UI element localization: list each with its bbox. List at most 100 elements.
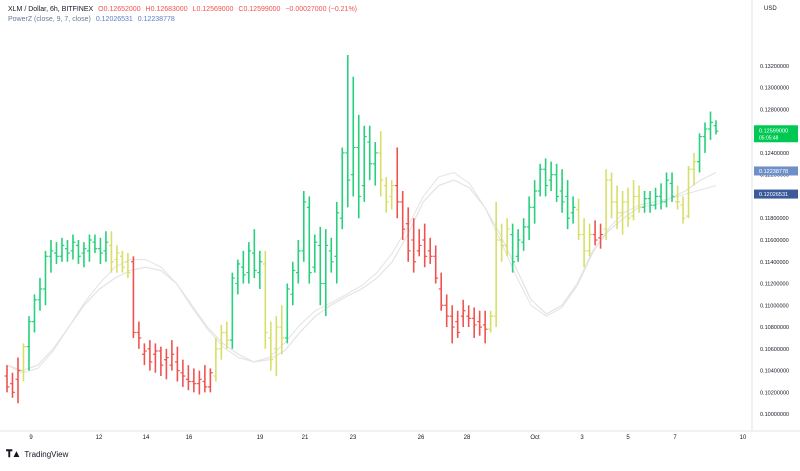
time-tick-label: 26 bbox=[418, 435, 425, 441]
ohlc-bar bbox=[152, 343, 158, 373]
time-tick-label: 12 bbox=[96, 435, 103, 441]
price-tick-label: 0.13000000 bbox=[760, 86, 789, 92]
ohlc-bar bbox=[444, 294, 450, 328]
time-tick-label: 7 bbox=[673, 435, 677, 441]
ohlc-bar bbox=[185, 365, 191, 391]
ohlc-bar bbox=[686, 165, 691, 219]
ohlc-bar bbox=[284, 283, 290, 344]
ohlc-bar bbox=[191, 368, 197, 393]
ohlc-bar bbox=[433, 245, 439, 284]
ohlc-bar bbox=[361, 125, 367, 202]
ohlc-bar bbox=[642, 191, 647, 213]
ohlc-bar bbox=[405, 207, 411, 262]
ohlc-bar bbox=[76, 239, 81, 264]
ohlc-bar bbox=[422, 223, 428, 268]
ohlc-bar bbox=[218, 324, 224, 360]
time-tick-label: 9 bbox=[29, 435, 33, 441]
ohlc-bar bbox=[262, 250, 268, 349]
ma-slow-line bbox=[6, 171, 717, 374]
ohlc-bar bbox=[636, 185, 642, 213]
symbol-name[interactable]: XLM / Dollar, 6h, BITFINEX bbox=[8, 6, 94, 13]
ohlc-bar bbox=[235, 259, 241, 295]
ohlc-bar bbox=[416, 229, 422, 257]
ohlc-bar bbox=[147, 340, 153, 371]
ohlc-bar bbox=[345, 54, 351, 208]
price-tick-label: 0.10400000 bbox=[760, 369, 789, 375]
price-tick-label: 0.11800000 bbox=[760, 216, 789, 222]
ohlc-bar bbox=[647, 191, 653, 213]
ohlc-bar bbox=[103, 231, 109, 262]
tradingview-logo[interactable]: 𝐓▲ TradingView bbox=[6, 449, 68, 460]
indicator-badge: 0.12238778 bbox=[754, 166, 798, 176]
ohlc-bar bbox=[466, 305, 472, 328]
ohlc-bar bbox=[37, 278, 43, 311]
ohlc-bar bbox=[240, 250, 246, 284]
indicator-badge-bg bbox=[754, 166, 798, 176]
symbol-legend[interactable]: XLM / Dollar, 6h, BITFINEX O0.12652000 H… bbox=[8, 5, 360, 14]
ohlc-bar bbox=[680, 196, 686, 224]
ohlc-bar bbox=[339, 147, 345, 230]
ohlc-bar bbox=[32, 294, 37, 333]
tradingview-wordmark: TradingView bbox=[24, 450, 69, 459]
currency-label[interactable]: USD bbox=[764, 6, 777, 12]
indicator-name[interactable]: PowerZ (close, 9, 7, close) bbox=[8, 16, 91, 23]
ohlc-bar bbox=[114, 245, 120, 273]
ohlc-bar bbox=[697, 133, 702, 173]
ohlc-bar bbox=[493, 201, 499, 328]
ohlc-bar bbox=[334, 201, 340, 284]
ohlc-bar bbox=[323, 229, 329, 317]
ohlc-bar bbox=[488, 310, 494, 333]
ohlc-bar bbox=[196, 370, 202, 395]
ohlc-bar bbox=[81, 242, 87, 268]
ohlc-bar bbox=[15, 357, 21, 404]
price-tick-label: 0.10200000 bbox=[760, 390, 789, 396]
ohlc-bar bbox=[526, 196, 532, 240]
ohlc-bar bbox=[4, 365, 10, 393]
tradingview-icon: 𝐓▲ bbox=[6, 449, 21, 460]
ohlc-bar bbox=[532, 180, 538, 224]
ohlc-bar bbox=[87, 234, 92, 262]
ohlc-bar bbox=[169, 340, 175, 371]
ohlc-bar bbox=[581, 218, 587, 268]
ohlc-bar bbox=[70, 234, 76, 260]
ohlc-bar bbox=[350, 76, 356, 197]
ohlc-bar bbox=[54, 242, 59, 264]
ohlc-bar bbox=[394, 147, 400, 219]
time-tick-label: 5 bbox=[626, 435, 630, 441]
ohlc-bar bbox=[477, 310, 483, 336]
last-price-countdown: 05:05:48 bbox=[759, 135, 779, 141]
ohlc-bar bbox=[59, 237, 65, 262]
open-value: O0.12652000 bbox=[98, 6, 141, 13]
price-tick-label: 0.13200000 bbox=[760, 64, 789, 70]
low-value: L0.12569000 bbox=[192, 6, 234, 13]
ohlc-bar bbox=[43, 250, 48, 306]
ohlc-bar bbox=[449, 305, 455, 344]
ohlc-bar bbox=[460, 299, 466, 328]
indicator-legend[interactable]: PowerZ (close, 9, 7, close) 0.12026531 0… bbox=[8, 15, 178, 24]
ohlc-bar bbox=[268, 321, 274, 371]
ohlc-bar bbox=[213, 337, 219, 382]
ohlc-bar bbox=[257, 250, 263, 289]
time-axis[interactable]: 9 12 14 16 19 21 23 26 28 Oct 3 5 7 10 bbox=[29, 435, 747, 441]
ohlc-bar bbox=[664, 172, 669, 208]
ohlc-bar bbox=[98, 237, 103, 264]
ohlc-bar bbox=[21, 343, 26, 382]
indicator-value-2: 0.12238778 bbox=[137, 16, 175, 23]
ohlc-bar bbox=[691, 152, 697, 186]
ohlc-bar bbox=[229, 272, 235, 349]
ohlc-bar bbox=[631, 180, 636, 221]
price-tick-label: 0.11200000 bbox=[760, 282, 789, 288]
ohlc-bar bbox=[543, 158, 549, 197]
ohlc-bar bbox=[207, 368, 213, 393]
time-tick-label: Oct bbox=[530, 435, 540, 441]
ohlc-bar bbox=[312, 234, 318, 273]
ohlc-bar bbox=[367, 125, 373, 181]
close-value: C0.12599000 bbox=[238, 6, 281, 13]
price-tick-label: 0.10000000 bbox=[760, 412, 789, 418]
ohlc-bar bbox=[92, 234, 98, 254]
ohlc-bar bbox=[411, 218, 417, 273]
time-tick-label: 19 bbox=[257, 435, 264, 441]
